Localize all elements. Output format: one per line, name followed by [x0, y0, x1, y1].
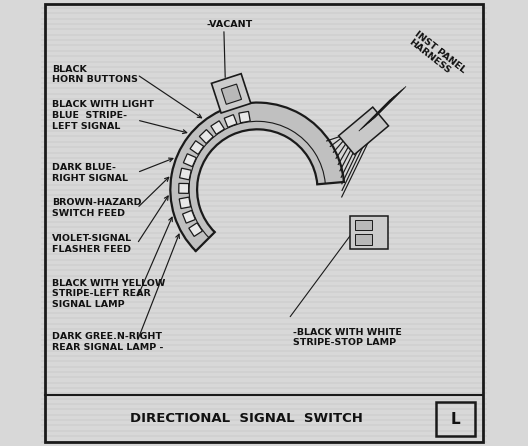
Bar [183, 154, 196, 167]
Text: -VACANT: -VACANT [206, 20, 252, 29]
Bar [189, 223, 202, 236]
Bar [355, 220, 372, 231]
Bar [211, 74, 251, 113]
Bar [436, 402, 475, 436]
Bar [183, 211, 195, 223]
Bar [350, 216, 388, 249]
Bar [221, 84, 241, 104]
Text: -BLACK WITH WHITE
STRIPE-STOP LAMP: -BLACK WITH WHITE STRIPE-STOP LAMP [293, 328, 402, 347]
Bar [180, 168, 191, 180]
Text: BLACK WITH YELLOW
STRIPE-LEFT REAR
SIGNAL LAMP: BLACK WITH YELLOW STRIPE-LEFT REAR SIGNA… [52, 279, 165, 309]
Text: BLACK WITH LIGHT
BLUE  STRIPE-
LEFT SIGNAL: BLACK WITH LIGHT BLUE STRIPE- LEFT SIGNA… [52, 100, 154, 131]
Text: DARK BLUE-
RIGHT SIGNAL: DARK BLUE- RIGHT SIGNAL [52, 163, 128, 182]
Text: BLACK
HORN BUTTONS: BLACK HORN BUTTONS [52, 65, 138, 84]
Bar [355, 234, 372, 245]
Bar [190, 141, 204, 154]
Polygon shape [171, 103, 344, 251]
Text: DARK GREE.N-RIGHT
REAR SIGNAL LAMP -: DARK GREE.N-RIGHT REAR SIGNAL LAMP - [52, 332, 164, 352]
Bar [179, 183, 188, 194]
Text: DIRECTIONAL  SIGNAL  SWITCH: DIRECTIONAL SIGNAL SWITCH [130, 412, 363, 425]
Text: INST PANEL
HARNESS: INST PANEL HARNESS [407, 29, 468, 83]
Bar [200, 130, 213, 144]
Bar [211, 121, 224, 134]
Text: L: L [450, 412, 460, 427]
Polygon shape [338, 107, 389, 155]
Text: BROWN-HAZARD
SWITCH FEED: BROWN-HAZARD SWITCH FEED [52, 198, 142, 218]
Bar [224, 115, 237, 128]
Bar [239, 112, 250, 123]
Text: VIOLET-SIGNAL
FLASHER FEED: VIOLET-SIGNAL FLASHER FEED [52, 234, 133, 254]
Bar [179, 197, 191, 209]
